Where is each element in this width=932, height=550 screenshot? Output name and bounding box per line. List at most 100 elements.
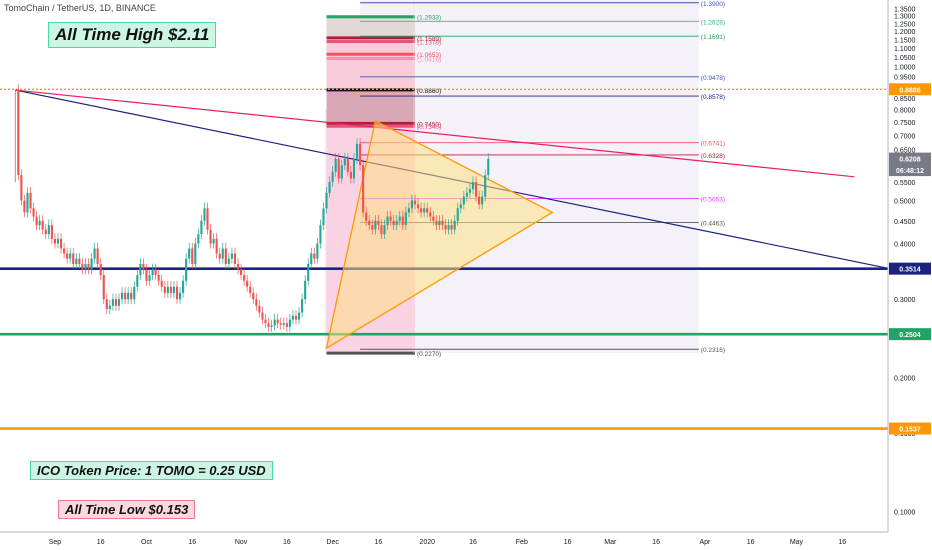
x-tick-label: Dec xyxy=(326,539,339,546)
candle-body xyxy=(325,192,328,209)
x-tick-label: Oct xyxy=(141,539,152,546)
candle-body xyxy=(322,208,325,226)
candle-body xyxy=(20,175,23,201)
candle-body xyxy=(374,220,377,230)
candle-body xyxy=(404,212,407,226)
y-tick-label: 0.7000 xyxy=(894,133,916,140)
candle-body xyxy=(233,253,237,264)
x-tick-label: 2020 xyxy=(419,539,435,546)
candle-body xyxy=(395,220,398,226)
candle-body xyxy=(279,323,282,325)
candle-body xyxy=(218,253,221,259)
candle-body xyxy=(343,158,346,166)
candle-body xyxy=(151,269,154,276)
candle-body xyxy=(17,90,20,176)
candle-body xyxy=(297,312,301,320)
fib-left-label-0: (1.2933) xyxy=(417,15,441,22)
candle-body xyxy=(114,299,118,306)
candle-body xyxy=(81,263,84,270)
fib-left-band-0 xyxy=(326,16,416,38)
fib-right-label-0: (1.3900) xyxy=(701,1,725,8)
all-time-high-callout: All Time High $2.11 xyxy=(48,22,217,48)
candle-body xyxy=(352,158,356,179)
candle-body xyxy=(471,182,475,190)
candle-body xyxy=(145,269,148,281)
candle-body xyxy=(304,280,307,300)
candle-body xyxy=(310,253,313,264)
candle-body xyxy=(111,299,114,306)
symbol-title: TomoChain / TetherUS, 1D, BINANCE xyxy=(4,3,156,13)
candle-body xyxy=(96,248,99,264)
candle-body xyxy=(435,220,438,226)
y-tick-label: 0.5500 xyxy=(894,180,916,187)
candle-body xyxy=(38,220,41,226)
candle-body xyxy=(438,220,441,226)
candle-body xyxy=(203,208,206,221)
fib-right-label-6: (0.6328) xyxy=(701,153,725,160)
candle-body xyxy=(432,216,435,221)
fib-left-label-4: (1.0416) xyxy=(417,57,441,64)
candle-body xyxy=(102,275,105,300)
x-tick-label: 16 xyxy=(283,539,291,546)
candle-body xyxy=(270,325,273,327)
candle-body xyxy=(227,258,230,264)
fib-left-label-3: (1.0653) xyxy=(417,52,441,59)
candle-body xyxy=(50,225,53,239)
candle-body xyxy=(249,286,252,293)
x-tick-label: 16 xyxy=(469,539,477,546)
candle-body xyxy=(191,248,194,264)
fib-left-band-2 xyxy=(326,89,416,124)
candle-body xyxy=(87,263,90,270)
candle-body xyxy=(291,316,295,320)
candle-body xyxy=(172,286,176,293)
candle-body xyxy=(267,323,270,327)
candle-body xyxy=(120,292,124,300)
y-tick-label: 1.0500 xyxy=(894,55,916,62)
candle-body xyxy=(206,208,209,230)
candle-body xyxy=(423,208,426,213)
candle-body xyxy=(420,208,423,213)
candle-body xyxy=(56,238,60,244)
fib-right-label-1: (1.2628) xyxy=(701,19,725,26)
fib-left-label-6: (0.7450) xyxy=(417,121,441,128)
candle-body xyxy=(331,171,334,183)
candle-body xyxy=(285,323,288,327)
y-tick-label: 0.4000 xyxy=(894,242,916,249)
candle-body xyxy=(212,238,215,244)
candle-body xyxy=(392,220,395,226)
fib-right-label-2: (1.1691) xyxy=(701,34,725,41)
candle-body xyxy=(136,275,139,287)
fib-left-label-8: (0.2270) xyxy=(417,351,441,358)
candle-body xyxy=(44,229,47,235)
candle-body xyxy=(294,316,298,320)
candle-body xyxy=(282,323,285,325)
x-tick-label: 16 xyxy=(374,539,382,546)
candle-body xyxy=(441,220,444,226)
price-label-text-2: 06:48:12 xyxy=(896,168,924,175)
candle-body xyxy=(124,292,127,300)
candle-body xyxy=(230,253,233,259)
candle-body xyxy=(484,175,487,197)
candle-body xyxy=(200,220,203,235)
candle-body xyxy=(264,319,267,324)
candle-body xyxy=(255,299,258,306)
candle-body xyxy=(371,225,374,230)
ico-price-callout: ICO Token Price: 1 TOMO = 0.25 USD xyxy=(30,461,273,480)
y-tick-label: 0.8000 xyxy=(894,108,916,115)
candle-body xyxy=(456,208,459,221)
candle-body xyxy=(163,286,166,293)
candle-body xyxy=(362,165,365,213)
candle-body xyxy=(197,234,200,244)
candle-body xyxy=(386,216,389,226)
candle-body xyxy=(105,299,108,310)
candle-body xyxy=(410,200,414,209)
candle-body xyxy=(462,196,465,205)
candle-body xyxy=(465,192,468,197)
y-tick-label: 1.1000 xyxy=(894,46,916,53)
y-tick-label: 0.2000 xyxy=(894,376,916,383)
candle-body xyxy=(66,253,69,259)
x-tick-label: 16 xyxy=(97,539,105,546)
x-tick-label: May xyxy=(790,539,804,546)
price-label-box-3 xyxy=(889,262,931,275)
